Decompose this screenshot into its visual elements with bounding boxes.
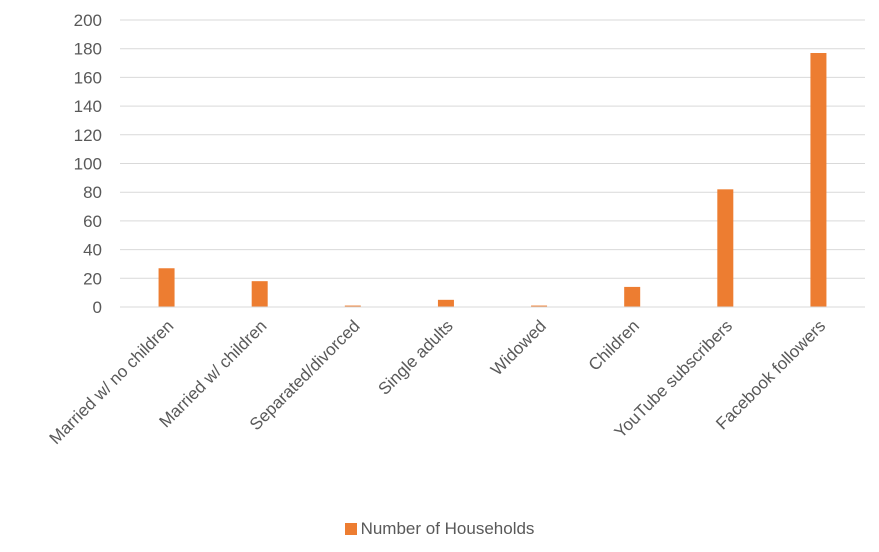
- y-tick-label: 120: [74, 126, 102, 145]
- bars: [158, 53, 827, 307]
- x-category-label: Single adults: [374, 316, 456, 398]
- y-tick-label: 60: [83, 212, 102, 231]
- y-tick-label: 0: [93, 298, 102, 317]
- bar: [810, 53, 827, 307]
- x-category-label: Widowed: [487, 316, 550, 379]
- y-tick-label: 20: [83, 269, 102, 288]
- legend: Number of Households: [0, 519, 879, 539]
- legend-label: Number of Households: [360, 519, 535, 538]
- x-category-label: Children: [585, 316, 643, 374]
- y-tick-label: 80: [83, 183, 102, 202]
- bar: [158, 268, 175, 307]
- bar: [437, 299, 454, 307]
- bar: [531, 305, 548, 307]
- bar: [624, 286, 641, 307]
- bar: [344, 305, 361, 307]
- y-axis-tick-labels: 0 20 40 60 80 100 120 140 160 180 200: [74, 11, 102, 317]
- legend-swatch: [344, 523, 357, 535]
- bar: [251, 281, 268, 307]
- gridlines: [120, 19, 865, 279]
- x-category-label: Married w/ no children: [46, 316, 178, 448]
- bar: [717, 189, 734, 307]
- y-tick-label: 180: [74, 40, 102, 59]
- y-tick-label: 100: [74, 155, 102, 174]
- y-tick-label: 40: [83, 241, 102, 260]
- y-tick-label: 160: [74, 68, 102, 87]
- y-tick-label: 140: [74, 97, 102, 116]
- y-tick-label: 200: [74, 11, 102, 30]
